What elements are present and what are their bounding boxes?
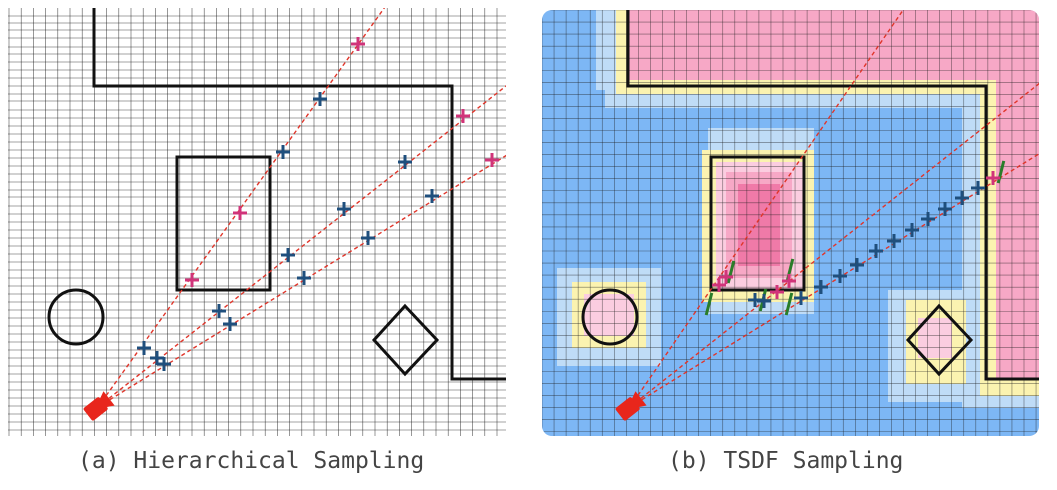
fine-sample-marker: [337, 202, 351, 216]
fine-sample-marker: [905, 223, 919, 237]
fine-sample-marker: [971, 181, 985, 195]
occupied-region: [996, 80, 1039, 380]
camera-body: [615, 397, 640, 421]
panel-b-samples: [704, 160, 1006, 316]
fine-sample-marker: [276, 145, 290, 159]
coarse-sample-marker: [351, 37, 365, 51]
panel-b-grid: [542, 10, 1039, 436]
fine-sample-marker: [833, 269, 847, 283]
fine-sample-marker: [921, 212, 935, 226]
panel-a-grid: [8, 8, 506, 436]
occupied-region: [640, 10, 1039, 68]
surface-band: [980, 380, 1039, 396]
circle-obstacle: [47, 288, 105, 346]
diamond-obstacle: [371, 303, 440, 377]
fine-sample-marker: [425, 189, 439, 203]
surface-tick-marker: [784, 292, 794, 316]
fine-sample-marker: [794, 291, 808, 305]
caption-tsdf-sampling: (b) TSDF Sampling: [668, 448, 904, 474]
panel-tsdf-sampling: [542, 10, 1039, 436]
caption-hierarchical-sampling: (a) Hierarchical Sampling: [78, 448, 425, 474]
camera-ray: [97, 85, 506, 408]
fine-sample-marker: [313, 92, 327, 106]
box-obstacle: [709, 155, 806, 292]
coarse-sample-marker: [770, 285, 784, 299]
diamond-obstacle: [905, 303, 974, 377]
camera-ray: [629, 10, 911, 408]
fine-sample-marker: [398, 155, 412, 169]
camera-lens: [631, 391, 647, 408]
camera-icon: [83, 391, 115, 421]
surface-tick-marker: [704, 292, 714, 316]
fine-sample-marker: [887, 234, 901, 248]
coarse-sample-marker: [185, 273, 199, 287]
fine-sample-marker: [955, 191, 969, 205]
fine-sample-marker: [157, 357, 171, 371]
surface-band: [616, 10, 628, 94]
camera-body: [83, 397, 108, 421]
coarse-sample-marker: [233, 206, 247, 220]
fine-sample-marker: [869, 244, 883, 258]
occupied-region: [584, 294, 634, 336]
fine-sample-marker: [212, 304, 226, 318]
coarse-sample-marker: [719, 270, 733, 284]
panel-hierarchical-sampling: [8, 8, 506, 436]
fine-sample-marker: [137, 341, 151, 355]
fine-sample-marker: [281, 248, 295, 262]
box-obstacle: [175, 155, 272, 292]
room-wall: [92, 8, 506, 381]
coarse-sample-marker: [986, 171, 1000, 185]
fine-sample-marker: [850, 258, 864, 272]
panel-a-walls: [47, 8, 506, 381]
panel-b-walls: [581, 10, 1039, 381]
fine-sample-marker: [361, 231, 375, 245]
fine-sample-marker: [748, 293, 762, 307]
circle-obstacle: [581, 288, 639, 346]
coarse-sample-marker: [712, 278, 726, 292]
camera-ray: [629, 74, 1039, 408]
fine-sample-marker: [297, 271, 311, 285]
surface-tick-marker: [726, 260, 736, 284]
camera-icon: [615, 391, 647, 421]
fine-sample-marker: [814, 280, 828, 294]
room-wall: [626, 10, 1039, 381]
coarse-sample-marker: [456, 109, 470, 123]
coarse-sample-marker: [485, 153, 499, 167]
fine-sample-marker: [938, 202, 952, 216]
coarse-sample-marker: [782, 274, 796, 288]
fine-sample-marker: [223, 317, 237, 331]
panel-a-samples: [137, 37, 499, 371]
camera-lens: [99, 391, 115, 408]
